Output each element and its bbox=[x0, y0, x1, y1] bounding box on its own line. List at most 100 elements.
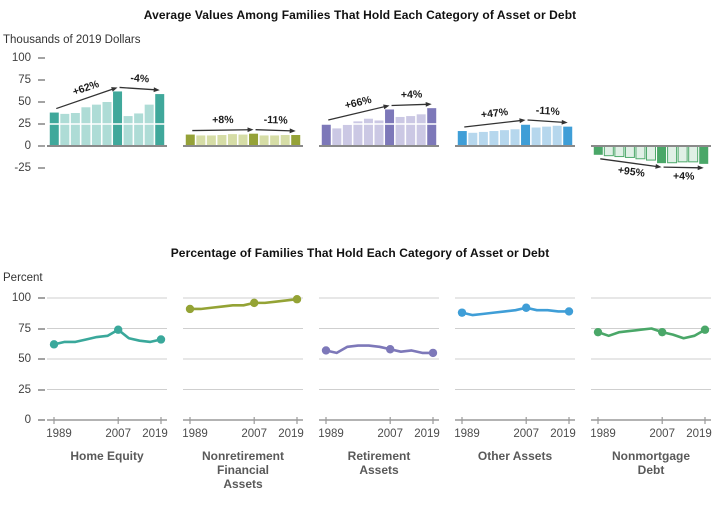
other-assets-bar-panel: +47% -11% bbox=[455, 56, 575, 184]
bar-2004 bbox=[510, 129, 520, 146]
home-equity-category-label: Home Equity bbox=[47, 449, 167, 463]
category-label-line: Nonmortgage bbox=[612, 449, 690, 463]
bar-2013 bbox=[542, 126, 552, 146]
year-label-1989: 1989 bbox=[590, 428, 616, 440]
y-tick-mark bbox=[38, 167, 45, 169]
y-tick-mark bbox=[38, 388, 45, 391]
bar-2007 bbox=[657, 146, 667, 164]
bar-1992 bbox=[603, 145, 614, 157]
annotation-arrow bbox=[119, 86, 156, 91]
bar-1992 bbox=[468, 132, 478, 146]
bar-2007 bbox=[521, 124, 531, 146]
bar-2013 bbox=[270, 135, 280, 146]
bottom-y-axis: 100 75 50 25 0 bbox=[2, 291, 46, 442]
bar-2019 bbox=[155, 94, 165, 146]
bar-1989 bbox=[185, 134, 195, 146]
retirement-assets-line-panel: 1989 2007 2019 Retirement Assets bbox=[318, 294, 440, 477]
bar-1995 bbox=[206, 135, 216, 146]
bar-1998 bbox=[81, 107, 91, 146]
annotation-arrow bbox=[255, 129, 292, 132]
y-tick-75: 75 bbox=[6, 322, 45, 336]
marker-dot-2019 bbox=[428, 348, 438, 358]
y-tick-50: 50 bbox=[6, 352, 45, 366]
category-label-line: Financial bbox=[216, 463, 269, 478]
annotation-arrowhead bbox=[697, 165, 704, 171]
annotation-label: +4% bbox=[401, 88, 423, 101]
annotation-arrowhead bbox=[383, 104, 390, 110]
category-label-line: Retirement bbox=[347, 449, 411, 463]
year-label-2007: 2007 bbox=[105, 428, 131, 440]
nonretirement-financial-assets-bar-panel: +8% -11% bbox=[183, 56, 303, 184]
category-label-line: Other Assets bbox=[477, 449, 553, 463]
bar-1995 bbox=[342, 124, 352, 146]
percentage-section: Percentage of Families That Hold Each Ca… bbox=[0, 238, 720, 491]
year-label-2019: 2019 bbox=[686, 428, 712, 440]
y-tick-mark bbox=[38, 297, 45, 299]
marker-dot-1989 bbox=[321, 346, 331, 355]
bar-1998 bbox=[624, 145, 635, 158]
retirement-assets-category-label: Retirement Assets bbox=[319, 449, 439, 477]
bar-2019 bbox=[563, 126, 573, 146]
marker-dot-2019 bbox=[700, 325, 710, 334]
marker-dot-1989 bbox=[49, 340, 59, 349]
bar-2001 bbox=[91, 104, 101, 146]
annotation-label: +47% bbox=[480, 106, 509, 121]
y-tick-100: 100 bbox=[6, 291, 45, 305]
home-equity-bar-chart: +62% -4% bbox=[47, 72, 167, 147]
nonmortgage-debt-bar-panel: +95% +4% bbox=[591, 56, 711, 184]
home-equity-bar-panel: +62% -4% bbox=[47, 56, 167, 184]
year-label-2019: 2019 bbox=[414, 428, 440, 440]
annotation-arrow bbox=[600, 158, 658, 168]
bar-1998 bbox=[217, 135, 227, 146]
nonmortgage-debt-line-panel: 1989 2007 2019 Nonmortgage Debt bbox=[590, 294, 712, 477]
bar-1995 bbox=[70, 113, 80, 146]
marker-dot-2007 bbox=[250, 298, 259, 308]
category-label-line: Debt bbox=[637, 463, 665, 478]
trend-line bbox=[324, 344, 435, 355]
year-label-1989: 1989 bbox=[182, 428, 208, 440]
nonmortgage-debt-line-chart: 1989 2007 2019 bbox=[590, 297, 712, 440]
bottom-chart-title: Percentage of Families That Hold Each Ca… bbox=[170, 246, 550, 260]
other-assets-line-panel: 1989 2007 2019 Other Assets bbox=[454, 294, 576, 463]
y-tick-label: 25 bbox=[18, 118, 31, 130]
nonmortgage-debt-bar-chart: +95% +4% bbox=[591, 123, 711, 183]
retirement-assets-line-chart: 1989 2007 2019 bbox=[318, 297, 440, 440]
y-tick-mark bbox=[38, 358, 45, 360]
bar-1992 bbox=[332, 128, 342, 146]
nonretirement-financial-assets-bar-chart: +8% -11% bbox=[183, 114, 303, 147]
bar-1992 bbox=[60, 113, 70, 146]
bar-1989 bbox=[49, 112, 59, 146]
year-label-2007: 2007 bbox=[649, 428, 675, 440]
year-label-1989: 1989 bbox=[318, 428, 344, 440]
bar-2010 bbox=[395, 116, 405, 146]
y-tick-75: 75 bbox=[6, 73, 45, 87]
y-tick-0: 0 bbox=[6, 139, 45, 153]
marker-dot-2019 bbox=[564, 307, 574, 316]
y-tick-label: -25 bbox=[14, 162, 31, 174]
bar-1998 bbox=[353, 121, 363, 146]
bar-2013 bbox=[134, 113, 144, 146]
bar-2016 bbox=[280, 135, 290, 146]
category-label-line: Assets bbox=[359, 463, 399, 478]
trend-line bbox=[596, 327, 707, 340]
top-chart-title: Average Values Among Families That Hold … bbox=[143, 8, 577, 22]
marker-dot-1989 bbox=[593, 327, 603, 337]
bar-2007 bbox=[249, 133, 259, 146]
y-tick-mark bbox=[38, 123, 45, 125]
annotation-arrow bbox=[663, 166, 700, 169]
bar-2019 bbox=[291, 135, 301, 146]
bar-1995 bbox=[478, 131, 488, 146]
y-tick-25: 25 bbox=[6, 117, 45, 131]
bar-2016 bbox=[416, 114, 426, 146]
top-unit-label: Thousands of 2019 Dollars bbox=[3, 34, 141, 46]
y-tick-label: 100 bbox=[11, 292, 31, 304]
y-tick-25: 25 bbox=[6, 383, 45, 397]
marker-dot-1989 bbox=[185, 304, 195, 314]
retirement-assets-bar-panel: +66% +4% bbox=[319, 56, 439, 184]
line-charts-row: 100 75 50 25 0 1989 2007 2019 Home Equity 1989 20… bbox=[0, 291, 720, 491]
y-tick-mark bbox=[38, 419, 45, 421]
trend-line bbox=[460, 306, 571, 317]
annotation-arrow bbox=[328, 105, 386, 121]
home-equity-line-panel: 1989 2007 2019 Home Equity bbox=[46, 294, 168, 463]
nonmortgage-debt-category-label: Nonmortgage Debt bbox=[591, 449, 711, 477]
